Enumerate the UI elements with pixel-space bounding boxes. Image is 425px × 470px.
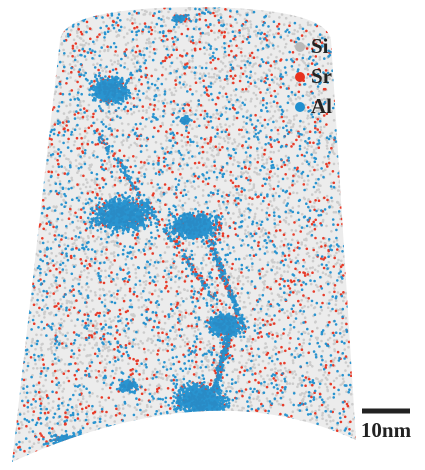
- apt-reconstruction: Si Sr Al 10nm: [0, 0, 425, 470]
- legend-label: Al: [311, 94, 332, 118]
- legend-label: Sr: [311, 64, 332, 88]
- legend-marker: [295, 102, 305, 112]
- scale-bar-label: 10nm: [361, 418, 412, 442]
- legend-label: Si: [311, 34, 329, 58]
- legend: Si Sr Al: [295, 34, 332, 118]
- legend-marker: [295, 42, 305, 52]
- legend-marker: [295, 72, 305, 82]
